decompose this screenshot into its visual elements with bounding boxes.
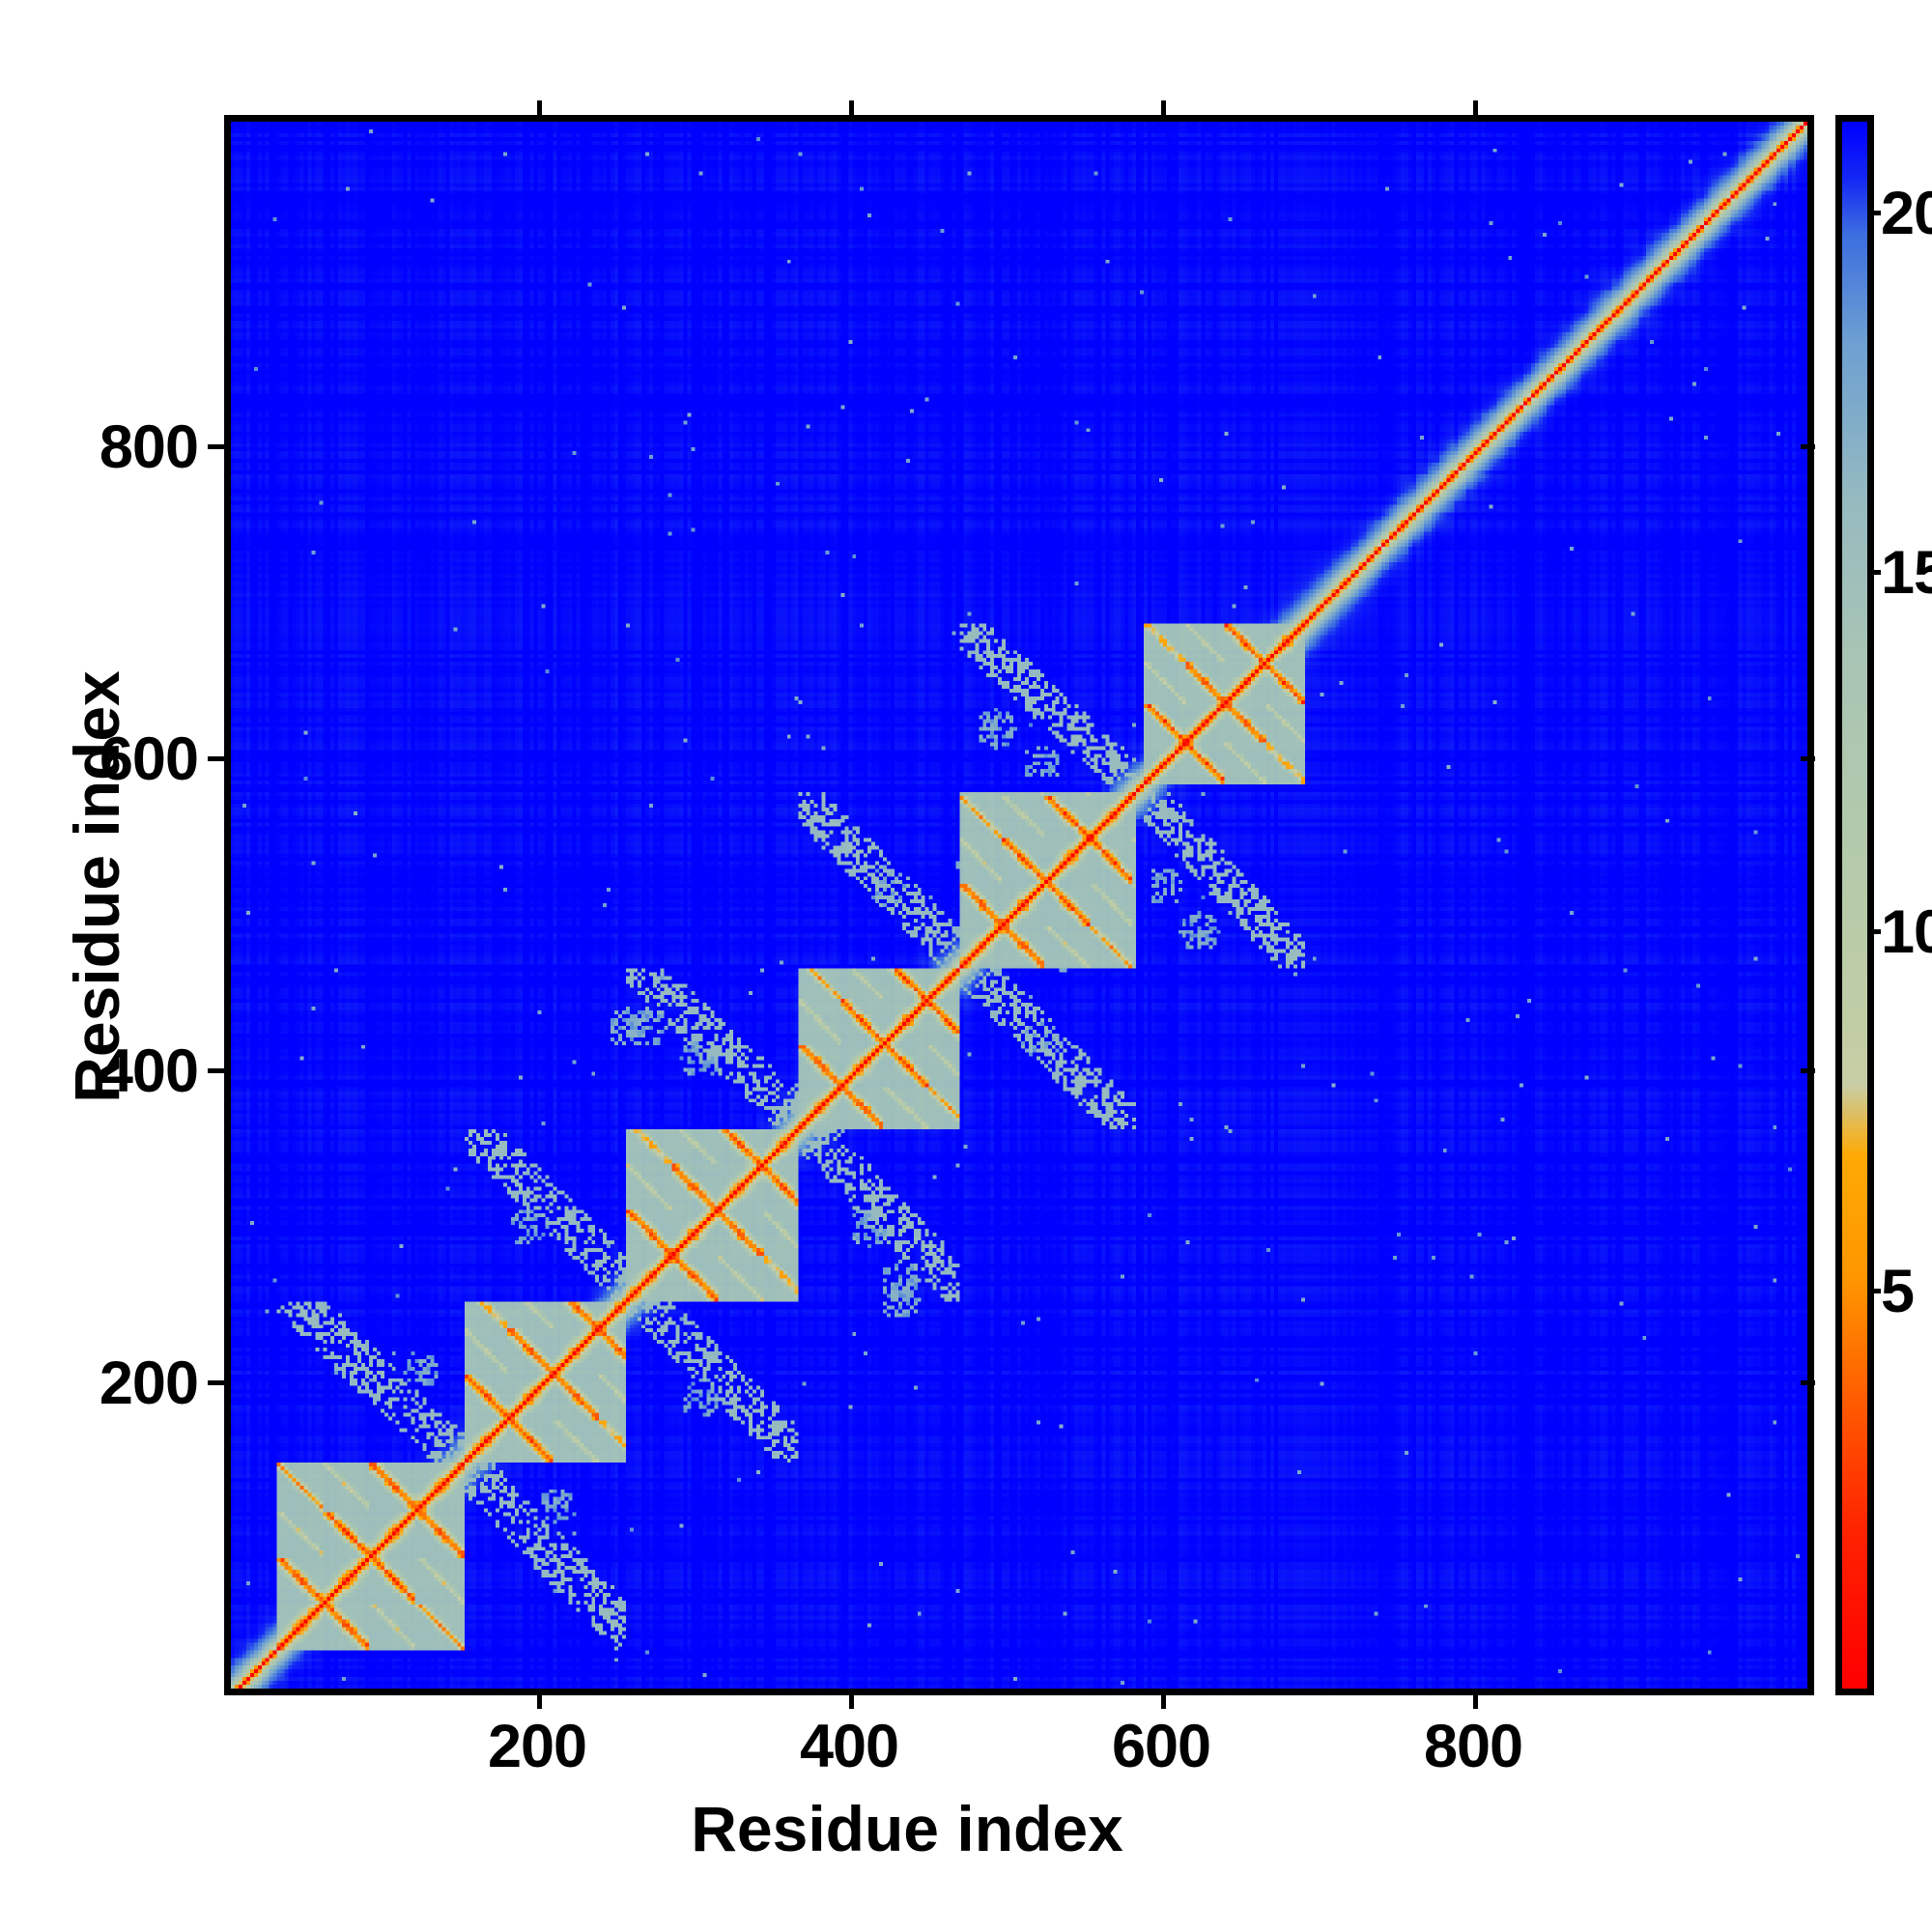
colorbar-tick-20 (1868, 211, 1881, 215)
xtick-top-200 (537, 100, 542, 115)
xtick-top-800 (1473, 100, 1478, 115)
ytick-600 (208, 756, 224, 761)
xticklabel-800: 800 (1423, 1713, 1523, 1780)
xtick-top-600 (1161, 100, 1166, 115)
colorbar-tick-15 (1868, 570, 1881, 575)
xtick-top-400 (849, 100, 854, 115)
yticklabel-600: 600 (99, 725, 199, 793)
colorbar-label-15: 15 (1881, 539, 1932, 607)
colorbar (1835, 115, 1874, 1695)
heatmap-plot-area (224, 115, 1814, 1695)
colorbar-label-20: 20 (1881, 180, 1932, 247)
distance-matrix-heatmap (231, 122, 1807, 1689)
yticklabel-400: 400 (99, 1037, 199, 1105)
ytick-right-800 (1801, 444, 1815, 449)
ytick-right-600 (1801, 756, 1815, 761)
colorbar-label-10: 10 (1881, 898, 1932, 966)
xtick-600 (1161, 1692, 1166, 1709)
x-axis-title: Residue index (691, 1793, 1123, 1864)
y-axis-title: Residue index (61, 670, 132, 1103)
colorbar-gradient (1842, 122, 1867, 1689)
ytick-200 (208, 1380, 224, 1385)
yticklabel-800: 800 (99, 413, 199, 481)
ytick-800 (208, 444, 224, 449)
xtick-800 (1473, 1692, 1478, 1709)
xticklabel-600: 600 (1111, 1713, 1211, 1780)
xtick-400 (849, 1692, 854, 1709)
ytick-400 (208, 1068, 224, 1073)
colorbar-tick-5 (1868, 1289, 1881, 1293)
xtick-200 (537, 1692, 542, 1709)
colorbar-tick-10 (1868, 929, 1881, 934)
ytick-right-200 (1801, 1380, 1815, 1385)
xticklabel-200: 200 (487, 1713, 587, 1780)
yticklabel-200: 200 (99, 1350, 199, 1417)
ytick-right-400 (1801, 1068, 1815, 1073)
colorbar-label-5: 5 (1881, 1258, 1915, 1325)
xticklabel-400: 400 (799, 1713, 899, 1780)
